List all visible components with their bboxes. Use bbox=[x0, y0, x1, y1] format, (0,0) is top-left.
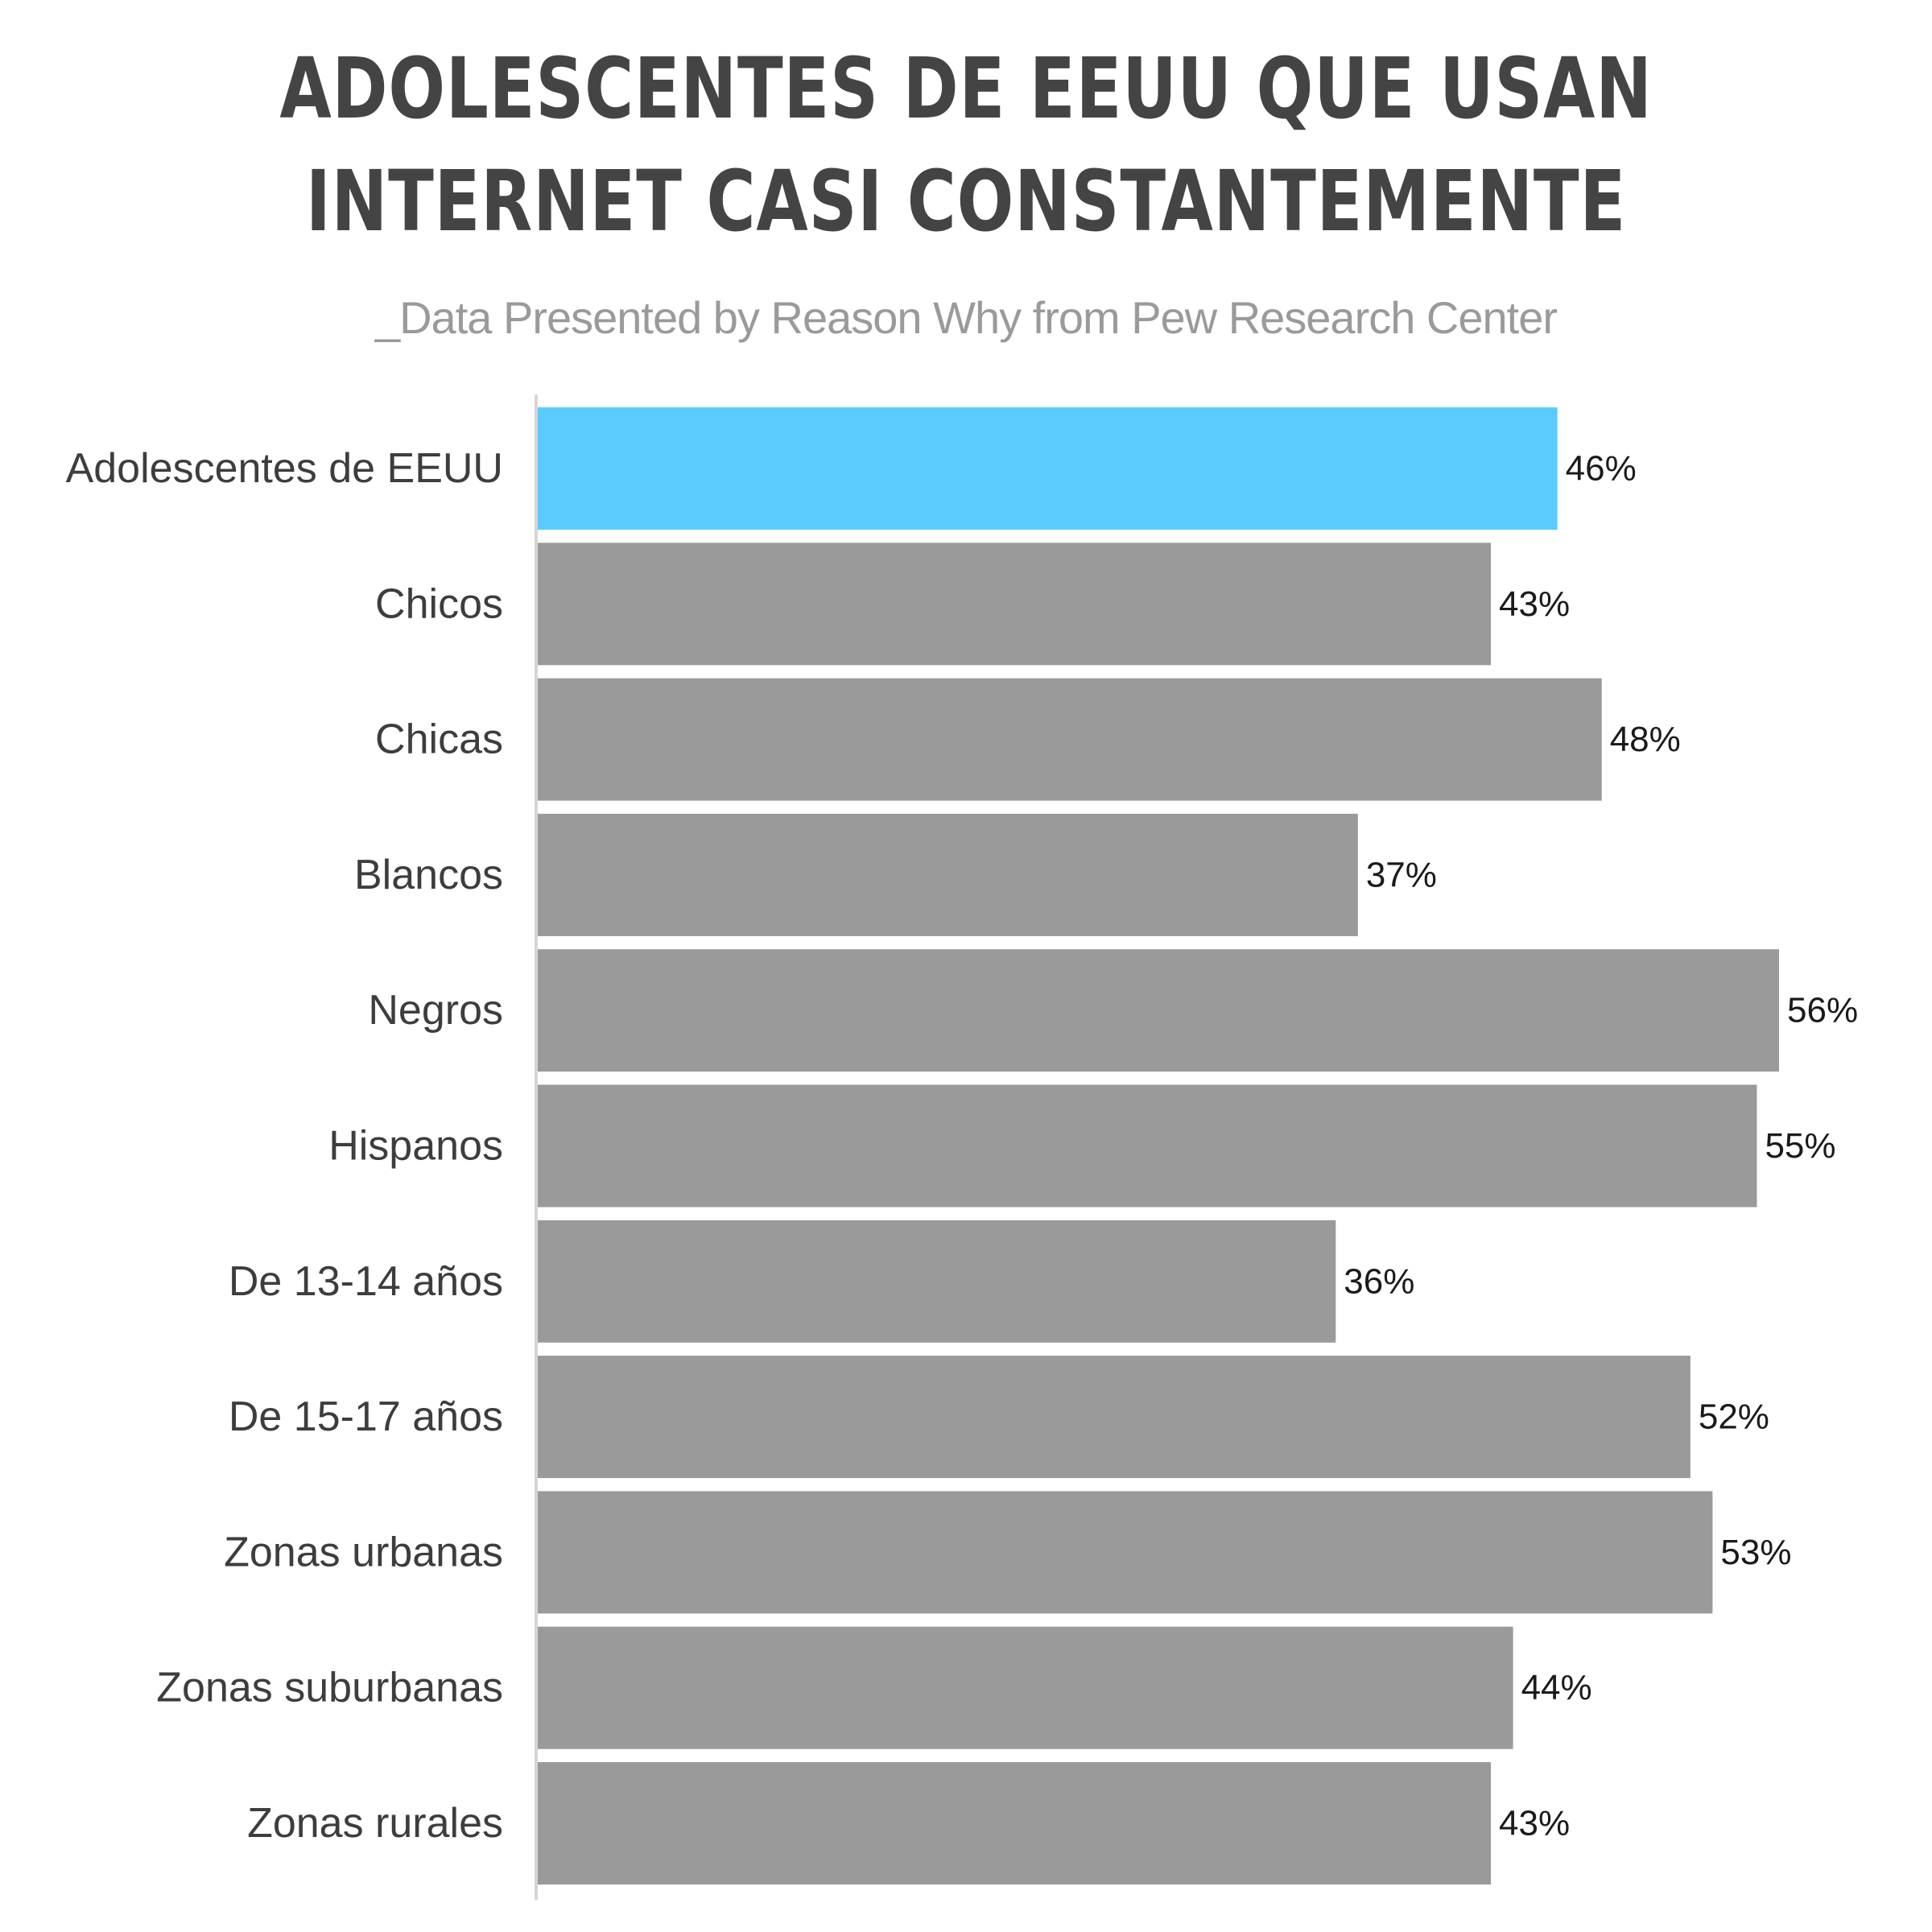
bar-5 bbox=[538, 1084, 1757, 1208]
value-label-1: 43% bbox=[1499, 584, 1570, 624]
value-label-2: 48% bbox=[1610, 720, 1681, 759]
bar-8 bbox=[538, 1491, 1713, 1614]
chart-subtitle: _Data Presented by Reason Why from Pew R… bbox=[374, 292, 1558, 343]
category-label-10: Zonas rurales bbox=[247, 1800, 503, 1847]
category-label-3: Blancos bbox=[354, 852, 503, 898]
value-label-4: 56% bbox=[1787, 991, 1858, 1030]
value-label-3: 37% bbox=[1366, 855, 1437, 894]
value-label-5: 55% bbox=[1765, 1126, 1835, 1166]
value-label-10: 43% bbox=[1499, 1804, 1570, 1843]
bars-layer bbox=[538, 407, 1779, 1885]
category-label-8: Zonas urbanas bbox=[224, 1529, 503, 1575]
value-label-7: 52% bbox=[1699, 1397, 1769, 1437]
category-label-6: De 13-14 años bbox=[229, 1258, 503, 1305]
value-labels-layer: 46% 43% 48% 37% 56% 55% 36% 52% 53% 44% 43% bbox=[1344, 449, 1858, 1843]
bar-6 bbox=[538, 1220, 1336, 1343]
bar-10 bbox=[538, 1762, 1492, 1885]
bar-2 bbox=[538, 678, 1602, 801]
category-label-2: Chicas bbox=[375, 716, 503, 763]
category-label-5: Hispanos bbox=[328, 1123, 503, 1170]
category-labels-layer: Adolescentes de EEUU Chicos Chicas Blancos N… bbox=[66, 445, 503, 1847]
bar-1 bbox=[538, 543, 1492, 666]
bar-7 bbox=[538, 1356, 1690, 1479]
category-label-1: Chicos bbox=[375, 580, 503, 627]
category-label-0: Adolescentes de EEUU bbox=[66, 445, 503, 492]
category-label-7: De 15-17 años bbox=[229, 1393, 503, 1440]
value-label-6: 36% bbox=[1344, 1261, 1414, 1301]
bar-3 bbox=[538, 813, 1358, 936]
value-label-9: 44% bbox=[1521, 1668, 1592, 1707]
category-label-9: Zonas suburbanas bbox=[156, 1665, 503, 1711]
chart-title: ADOLESCENTES DE EEUU QUE USAN INTERNET C… bbox=[279, 39, 1653, 250]
bar-0 bbox=[538, 407, 1558, 530]
bar-9 bbox=[538, 1626, 1513, 1749]
bar-4 bbox=[538, 949, 1779, 1072]
category-label-4: Negros bbox=[368, 987, 503, 1034]
value-label-0: 46% bbox=[1566, 449, 1637, 489]
value-label-8: 53% bbox=[1720, 1533, 1791, 1572]
